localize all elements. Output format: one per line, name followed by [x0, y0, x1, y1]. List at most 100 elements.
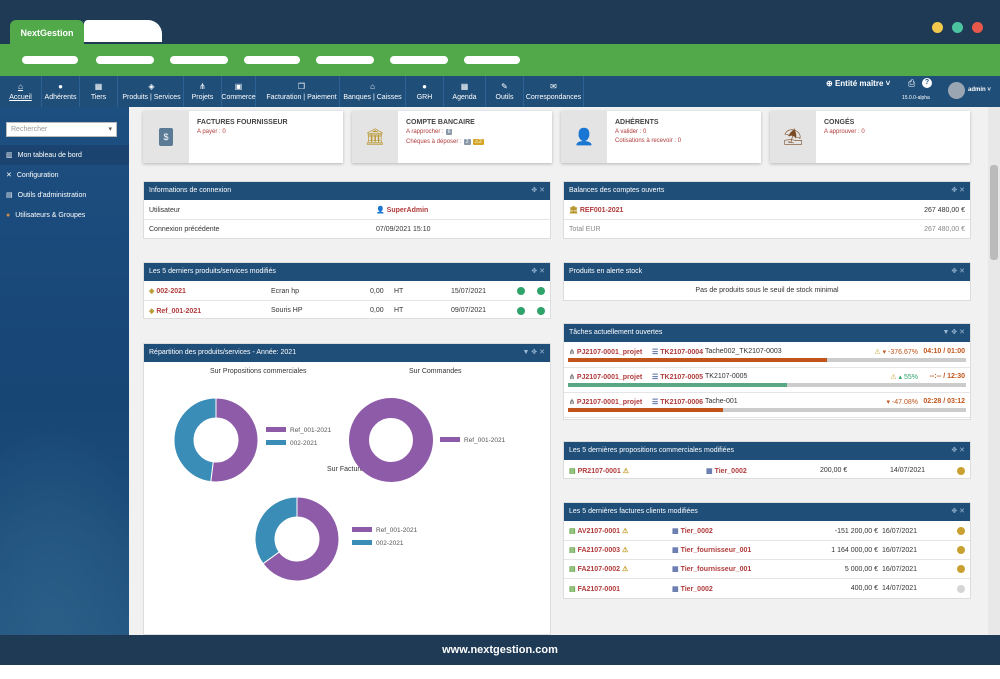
- browser-tab-new[interactable]: [84, 20, 162, 42]
- panel-last-products: Les 5 derniers produits/services modifié…: [143, 262, 551, 319]
- nav-item-label: Outils: [495, 93, 514, 101]
- invoice-link[interactable]: ▤ FA2107-0003 ⚠: [569, 547, 629, 554]
- tier-link[interactable]: ▦ Tier_0002: [672, 585, 713, 593]
- nav-item-label: Tiers: [90, 93, 107, 101]
- scrollbar-thumb[interactable]: [990, 165, 998, 260]
- task-icon: ☰: [652, 399, 659, 406]
- tier-link[interactable]: ▦ Tier_0002: [706, 467, 747, 475]
- minimize-dot-icon[interactable]: [932, 22, 943, 33]
- table-row: ▤ PR2107-0001 ⚠ ▦ Tier_0002 200,00 € 14/…: [564, 461, 970, 480]
- panel-distribution: Répartition des produits/services - Anné…: [143, 343, 551, 635]
- server-icon: ▤: [6, 192, 13, 199]
- close-dot-icon[interactable]: [972, 22, 983, 33]
- building-icon: ▦: [672, 547, 679, 554]
- invoice-link[interactable]: ▤ AV2107-0001 ⚠: [569, 528, 629, 535]
- project-link[interactable]: ⋔ PJ2107-0001_projet: [569, 399, 643, 406]
- task-link[interactable]: ☰ TK2107-0004: [652, 349, 704, 356]
- sidebar-item-label: Configuration: [16, 171, 59, 179]
- legend-swatch: [352, 527, 372, 532]
- nav-item-label: Agenda: [452, 93, 477, 101]
- account-link[interactable]: 🏛 REF001-2021: [569, 207, 624, 214]
- invoice-link[interactable]: ▤ FA2107-0001: [569, 585, 620, 593]
- project-link[interactable]: ⋔ PJ2107-0001_projet: [569, 374, 643, 381]
- table-row: ▤ FA2107-0003 ⚠ ▦ Tier_fournisseur_001 1 1…: [564, 541, 970, 560]
- donut-slice[interactable]: [210, 397, 259, 483]
- warning-badge: ⚠2: [472, 139, 484, 145]
- task-icon: ☰: [652, 349, 659, 356]
- product-link[interactable]: ◈ 002-2021: [149, 288, 186, 295]
- donut-slice[interactable]: [173, 397, 217, 483]
- panel-tools[interactable]: ▼ ✥ ✕: [942, 329, 965, 336]
- nav-item-10[interactable]: ✎ Outils: [486, 76, 524, 107]
- product-link[interactable]: ◈ Ref_001-2021: [149, 307, 202, 315]
- task-progress-fill: [568, 358, 827, 362]
- box-icon: ◈: [149, 288, 155, 295]
- nav-item-label: GRH: [416, 93, 433, 101]
- nav-item-2[interactable]: ▦ Tiers: [80, 76, 118, 107]
- print-icon[interactable]: ⎙: [908, 78, 916, 88]
- panel-tools[interactable]: ✥ ✕: [531, 187, 545, 194]
- panel-tools[interactable]: ✥ ✕: [951, 187, 965, 194]
- avatar[interactable]: [948, 82, 965, 99]
- tier-link[interactable]: ▦ Tier_0002: [672, 528, 713, 535]
- user-menu[interactable]: admin ˅: [968, 87, 991, 93]
- card-leave[interactable]: ⛱ CONGÉS A approuver : 0: [770, 111, 970, 163]
- table-row: ▤ AV2107-0001 ⚠ ▦ Tier_0002 -151 200,00 €1…: [564, 522, 970, 541]
- nav-item-7[interactable]: ⌂ Banques | Caisses: [340, 76, 406, 107]
- card-bank-account[interactable]: 🏛 COMPTE BANCAIRE A rapprocher :6 Chèque…: [352, 111, 552, 163]
- panel-tools[interactable]: ✥ ✕: [951, 508, 965, 515]
- task-link[interactable]: ☰ TK2107-0005: [652, 374, 704, 381]
- panel-tools[interactable]: ✥ ✕: [531, 268, 545, 275]
- help-icon[interactable]: ?: [922, 78, 932, 88]
- nav-item-1[interactable]: ● Adhérents: [42, 76, 80, 107]
- task-link[interactable]: ☰ TK2107-0006: [652, 399, 704, 406]
- sidebar-item-admin-tools[interactable]: ▤ Outils d'administration: [0, 185, 129, 205]
- nav-item-0[interactable]: ⌂ Accueil: [0, 76, 42, 107]
- card-line[interactable]: A approuver : 0: [824, 129, 865, 135]
- card-line[interactable]: Chèques à déposer :2 ⚠2: [406, 139, 484, 145]
- user-link[interactable]: 👤 SuperAdmin: [376, 207, 429, 214]
- maximize-dot-icon[interactable]: [952, 22, 963, 33]
- nav-item-4[interactable]: ⋔ Projets: [184, 76, 222, 107]
- task-row: ⋔ PJ2107-0001_projet ☰ TK2107-0004 Tache00…: [564, 344, 970, 368]
- building-icon: ▦: [94, 81, 103, 91]
- entity-selector[interactable]: ⊕ Entité maître ˅: [826, 79, 890, 88]
- browser-tab-active[interactable]: NextGestion: [10, 20, 84, 44]
- task-percent: ⚠ ▴ 55%: [890, 374, 918, 381]
- proposal-link[interactable]: ▤ PR2107-0001 ⚠: [569, 467, 630, 475]
- invoice-link[interactable]: ▤ FA2107-0002 ⚠: [569, 566, 629, 573]
- building-icon: ▦: [672, 585, 679, 593]
- table-row: Connexion précédente 07/09/2021 15:10: [149, 226, 431, 233]
- panel-tools[interactable]: ✥ ✕: [951, 268, 965, 275]
- nav-item-6[interactable]: ❐ Facturation | Paiement: [264, 76, 340, 107]
- sidebar-item-configuration[interactable]: ✕ Configuration: [0, 165, 129, 185]
- sidebar-item-dashboard[interactable]: ▥ Mon tableau de bord: [0, 145, 129, 165]
- nav-item-11[interactable]: ✉ Correspondances: [524, 76, 584, 107]
- panel-tools[interactable]: ▼ ✥ ✕: [522, 349, 545, 356]
- tier-link[interactable]: ▦ Tier_fournisseur_001: [672, 547, 752, 554]
- nav-item-8[interactable]: ● GRH: [406, 76, 444, 107]
- card-line[interactable]: Cotisations à recevoir : 0: [615, 138, 682, 144]
- nav-item-3[interactable]: ◈ Produits | Services: [120, 76, 184, 107]
- card-supplier-invoices[interactable]: $ FACTURES FOURNISSEUR A payer : 0: [143, 111, 343, 163]
- copy-icon: ❐: [297, 81, 306, 91]
- donut-slice[interactable]: [254, 496, 298, 565]
- file-icon: ▤: [569, 585, 576, 593]
- nav-item-9[interactable]: ▦ Agenda: [444, 76, 486, 107]
- panel-tools[interactable]: ✥ ✕: [951, 447, 965, 454]
- card-members[interactable]: 👤 ADHÉRENTS A valider : 0 Cotisations à …: [561, 111, 761, 163]
- task-time: 04:10 / 01:00: [923, 348, 965, 355]
- card-title: CONGÉS: [824, 119, 855, 126]
- toolbar-pill: [170, 56, 228, 64]
- table-row: ◈ 002-2021 Ecran hp 0,00 HT 15/07/2021: [144, 282, 550, 301]
- donut-slice[interactable]: [262, 496, 340, 582]
- search-select[interactable]: Rechercher ▾: [6, 122, 117, 137]
- nav-item-5[interactable]: ▣ Commerce: [221, 76, 256, 107]
- card-line[interactable]: A valider : 0: [615, 129, 647, 135]
- card-line[interactable]: A rapprocher :6: [406, 129, 453, 135]
- project-link[interactable]: ⋔ PJ2107-0001_projet: [569, 349, 643, 356]
- donut-slice[interactable]: [349, 398, 433, 482]
- card-line[interactable]: A payer : 0: [197, 129, 226, 135]
- sidebar-item-users-groups[interactable]: ● Utilisateurs & Groupes: [0, 205, 129, 225]
- tier-link[interactable]: ▦ Tier_fournisseur_001: [672, 566, 752, 573]
